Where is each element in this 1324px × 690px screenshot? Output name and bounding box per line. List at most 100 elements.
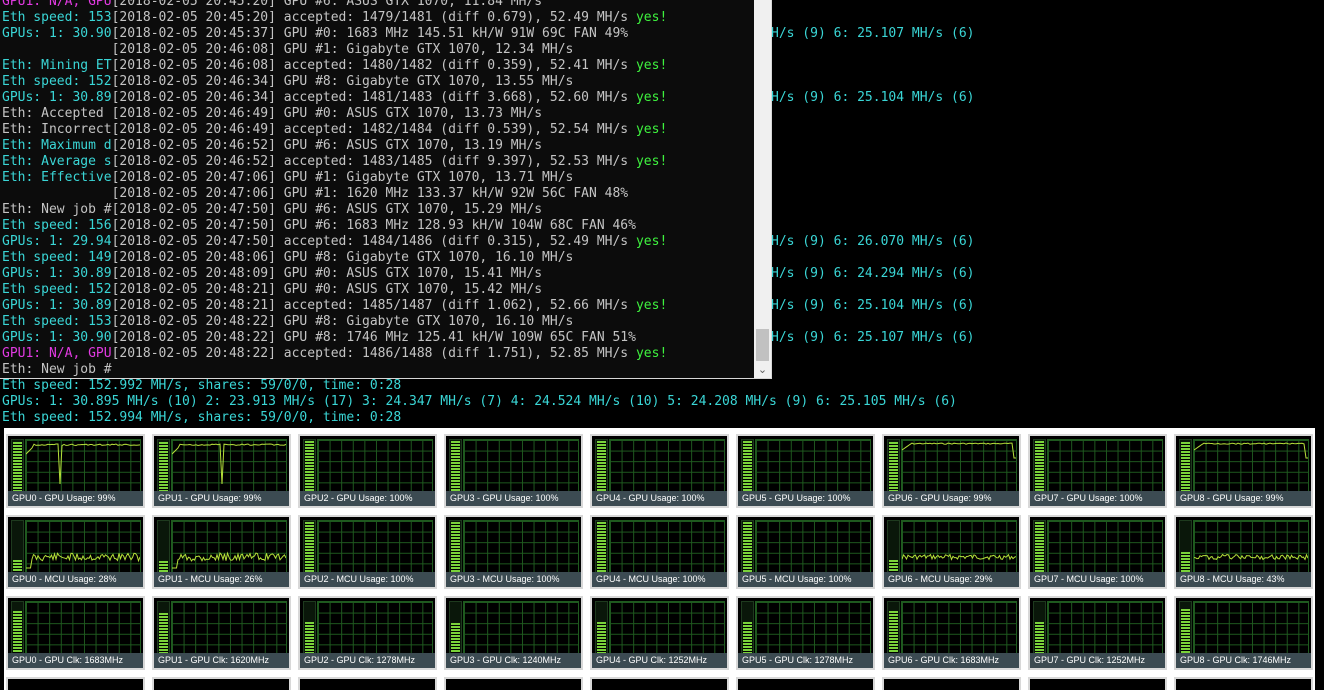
history-trace <box>1194 553 1308 561</box>
gpu-monitor-tile: GPU3 - MCU Usage: 100% <box>444 515 583 589</box>
log-segment: [2018-02-05 20:46:34] GPU #8: Gigabyte G… <box>111 74 574 89</box>
level-bar <box>1033 601 1046 656</box>
level-bar <box>11 601 24 656</box>
history-graph <box>1047 520 1163 573</box>
level-bar-fill <box>1035 622 1044 654</box>
level-bar-fill <box>451 522 460 573</box>
tile-label: GPU8 - GPU Usage: 99% <box>1176 491 1311 506</box>
history-graph <box>25 601 141 654</box>
tile-label: GPU1 - GPU Clk: 1620MHz <box>154 653 289 668</box>
console-line-fragment: H/s (9) 6: 25.107 MH/s (6) <box>771 330 975 345</box>
console-line-fragment: H/s (9) 6: 26.070 MH/s (6) <box>771 234 975 249</box>
history-graph <box>609 439 725 492</box>
log-segment: [2018-02-05 20:46:08] GPU #1: Gigabyte G… <box>2 42 574 57</box>
log-segment: Eth speed: 156 <box>2 218 112 233</box>
level-bar-fill <box>159 561 168 573</box>
history-graph <box>1193 601 1309 654</box>
level-bar <box>303 439 316 494</box>
gpu-monitor-tile: GPU2 - MCU Usage: 100% <box>298 515 437 589</box>
tile-label: GPU0 - GPU Usage: 99% <box>8 491 143 506</box>
tile-label: GPU8 - GPU Clk: 1746MHz <box>1176 653 1311 668</box>
gpu-monitor-tile: GPU1 - MCU Usage: 26% <box>152 515 291 589</box>
history-graph <box>609 601 725 654</box>
history-graph <box>1193 439 1309 492</box>
gpu-monitor-tile: GPU5 - GPU Clk: 1278MHz <box>736 596 875 670</box>
level-bar <box>157 520 170 575</box>
scrollbar-thumb[interactable] <box>756 329 769 361</box>
log-segment: GPUs: 1: 29.94 <box>2 234 112 249</box>
gpu-monitor-tile: GPU0 - MCU Usage: 28% <box>6 515 145 589</box>
history-graph <box>901 439 1017 492</box>
history-graph <box>1047 439 1163 492</box>
log-segment: GPUs: 1: 30.89 <box>2 298 112 313</box>
log-segment: Eth: Average s <box>2 154 112 169</box>
history-trace <box>902 442 1016 459</box>
history-graph-svg <box>26 552 140 569</box>
history-graph <box>463 439 579 492</box>
log-segment: [2018-02-05 20:45:37] GPU #0: 1683 MHz 1… <box>111 26 629 41</box>
tile-label: GPU6 - GPU Usage: 99% <box>884 491 1019 506</box>
gpu-monitor-tile: GPU1 - GPU Clk: 1620MHz <box>152 596 291 670</box>
tile-label: GPU2 - GPU Usage: 100% <box>300 491 435 506</box>
history-graph <box>609 520 725 573</box>
gpu-monitor-grid: GPU0 - GPU Usage: 99% GPU1 - GPU Usage: 9… <box>4 428 1315 690</box>
console-line-fragment: H/s (9) 6: 25.104 MH/s (6) <box>771 298 975 313</box>
tile-label: GPU4 - GPU Clk: 1252MHz <box>592 653 727 668</box>
log-line: GPUs: 1: 30.90[2018-02-05 20:48:22] GPU … <box>2 330 636 346</box>
log-segment: Eth: New job # <box>2 202 112 217</box>
level-bar-fill <box>597 622 606 654</box>
tile-label: GPU5 - GPU Clk: 1278MHz <box>738 653 873 668</box>
log-scrollbar[interactable]: ⌄ <box>754 0 771 378</box>
history-graph <box>317 520 433 573</box>
log-segment: Eth speed: 152 <box>2 74 112 89</box>
level-bar-fill <box>743 441 752 492</box>
log-segment: GPUs: 1: 30.90 <box>2 330 112 345</box>
log-segment: Eth: Accepted <box>2 106 112 121</box>
gpu-monitor-tile-partial <box>590 677 729 690</box>
gpu-monitor-tile: GPU7 - MCU Usage: 100% <box>1028 515 1167 589</box>
gpu-monitor-tile: GPU2 - GPU Usage: 100% <box>298 434 437 508</box>
log-line: Eth: Effective[2018-02-05 20:47:06] GPU … <box>2 170 573 186</box>
history-graph <box>901 520 1017 573</box>
level-bar <box>449 439 462 494</box>
history-graph <box>25 439 141 492</box>
gpu-monitor-tile: GPU6 - MCU Usage: 29% <box>882 515 1021 589</box>
tile-label: GPU7 - GPU Clk: 1252MHz <box>1030 653 1165 668</box>
miner-log-window[interactable]: GPU1: N/A, GPU[2018-02-05 20:45:20] GPU … <box>0 0 772 379</box>
history-graph <box>755 601 871 654</box>
gpu-monitor-tile: GPU4 - MCU Usage: 100% <box>590 515 729 589</box>
log-line: GPUs: 1: 29.94[2018-02-05 20:47:50] acce… <box>2 234 667 250</box>
log-segment: [2018-02-05 20:46:34] accepted: 1481/148… <box>111 90 636 105</box>
log-line: Eth: Mining ET[2018-02-05 20:46:08] acce… <box>2 58 667 74</box>
log-line: Eth speed: 156[2018-02-05 20:47:50] GPU … <box>2 218 636 234</box>
level-bar-fill <box>1181 552 1190 573</box>
log-segment: Eth speed: 153 <box>2 10 112 25</box>
gpu-monitor-tile-partial <box>298 677 437 690</box>
history-trace <box>902 553 1016 561</box>
tile-label: GPU4 - GPU Usage: 100% <box>592 491 727 506</box>
log-line: Eth speed: 153[2018-02-05 20:48:22] GPU … <box>2 314 573 330</box>
gpu-monitor-tile: GPU1 - GPU Usage: 99% <box>152 434 291 508</box>
level-bar-fill <box>13 610 22 654</box>
level-bar-fill <box>1181 441 1190 492</box>
log-line: Eth: New job #[2018-02-05 20:47:50] GPU … <box>2 202 542 218</box>
level-bar-fill <box>743 621 752 654</box>
chevron-down-icon[interactable]: ⌄ <box>757 363 768 376</box>
console-line-fragment: H/s (9) 6: 25.104 MH/s (6) <box>771 90 975 105</box>
console-status-line: Eth speed: 152.992 MH/s, shares: 59/0/0,… <box>2 378 402 393</box>
log-line: Eth: Incorrect[2018-02-05 20:46:49] acce… <box>2 122 667 138</box>
log-segment: yes! <box>635 122 668 137</box>
gpu-monitor-tile-partial <box>6 677 145 690</box>
log-line: GPU1: N/A, GPU[2018-02-05 20:45:20] GPU … <box>2 0 542 10</box>
log-line: GPUs: 1: 30.89[2018-02-05 20:48:09] GPU … <box>2 266 542 282</box>
log-segment: [2018-02-05 20:46:52] accepted: 1483/148… <box>111 154 636 169</box>
level-bar <box>449 601 462 656</box>
level-bar <box>11 439 24 494</box>
log-line: [2018-02-05 20:46:08] GPU #1: Gigabyte G… <box>2 42 574 58</box>
gpu-monitor-tile-partial <box>1174 677 1313 690</box>
log-line: GPUs: 1: 30.90[2018-02-05 20:45:37] GPU … <box>2 26 628 42</box>
level-bar <box>1033 520 1046 575</box>
log-line: Eth: Maximum d[2018-02-05 20:46:52] GPU … <box>2 138 542 154</box>
tile-label: GPU7 - GPU Usage: 100% <box>1030 491 1165 506</box>
gpu-monitor-tile: GPU4 - GPU Usage: 100% <box>590 434 729 508</box>
